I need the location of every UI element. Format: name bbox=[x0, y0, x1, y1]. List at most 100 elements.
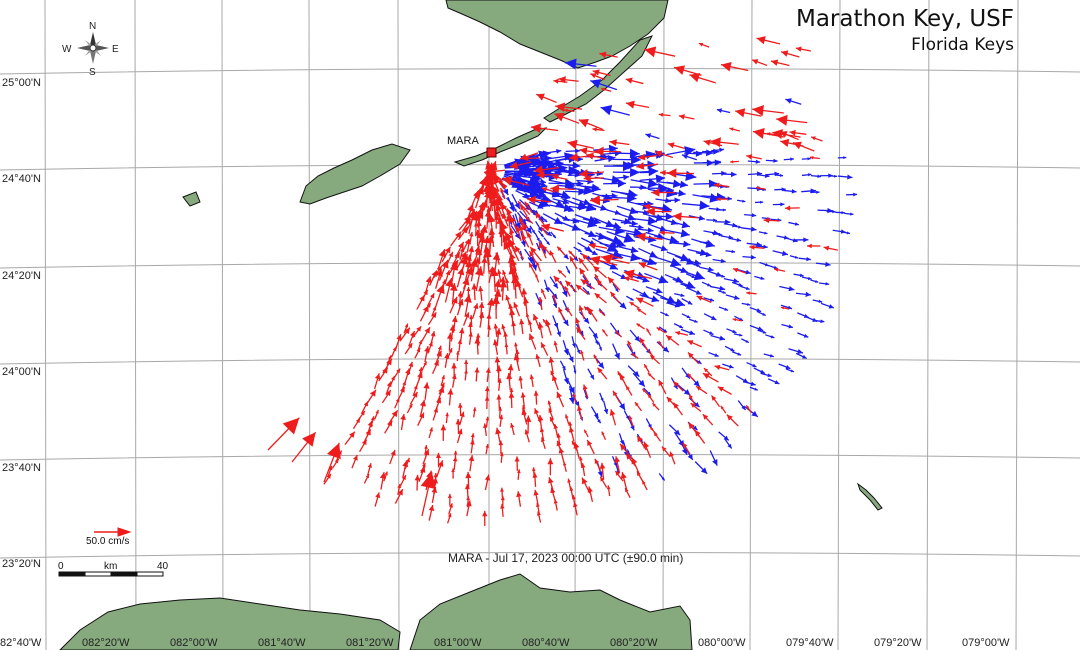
current-vector-head bbox=[658, 112, 664, 117]
current-vector-head bbox=[685, 281, 696, 289]
current-vector-head bbox=[646, 207, 655, 216]
current-vector-head bbox=[524, 429, 530, 435]
current-vector-head bbox=[568, 426, 575, 433]
current-vector-head bbox=[438, 249, 446, 258]
current-vector-head bbox=[556, 391, 563, 399]
current-vector-head bbox=[468, 455, 475, 462]
current-vector-head bbox=[818, 299, 823, 304]
current-vector-head bbox=[806, 256, 811, 262]
current-vector-head bbox=[620, 443, 627, 451]
current-vector-head bbox=[553, 282, 558, 289]
current-vector-head bbox=[441, 375, 445, 380]
current-vector-head bbox=[405, 368, 411, 375]
current-vector-head bbox=[665, 212, 674, 221]
current-vector-head bbox=[552, 234, 556, 239]
current-vector-head bbox=[551, 374, 558, 382]
current-vector-head bbox=[540, 437, 545, 442]
current-vector-head bbox=[546, 241, 550, 245]
current-vector-head bbox=[739, 333, 743, 337]
current-vector-head bbox=[418, 367, 423, 372]
current-vector-head bbox=[509, 161, 519, 169]
current-vector-head bbox=[805, 291, 811, 297]
current-vector-head bbox=[575, 284, 582, 291]
current-vector-head bbox=[536, 261, 540, 266]
current-vector-head bbox=[449, 324, 456, 331]
current-vector-head bbox=[687, 340, 694, 346]
current-vector-head bbox=[714, 353, 719, 357]
current-vector-head bbox=[607, 277, 615, 284]
cuba-west bbox=[59, 597, 401, 650]
current-vector-head bbox=[473, 303, 479, 310]
lon-label: 079°00'W bbox=[962, 637, 1010, 649]
lon-label: 079°20'W bbox=[874, 637, 922, 649]
current-vector-head bbox=[423, 382, 430, 389]
lat-label: 23°20'N bbox=[2, 558, 41, 570]
current-vector-head bbox=[493, 323, 499, 329]
current-vector-head bbox=[688, 422, 695, 430]
current-vector-head bbox=[763, 244, 768, 249]
current-vector-head bbox=[572, 440, 576, 445]
current-vector-head bbox=[536, 511, 541, 516]
current-vector-head bbox=[696, 386, 702, 391]
current-vector-head bbox=[754, 387, 758, 391]
current-vector-head bbox=[530, 247, 537, 254]
current-vector-head bbox=[736, 237, 742, 242]
current-vector-head bbox=[519, 225, 525, 231]
current-vector-head bbox=[636, 297, 644, 304]
current-vector-head bbox=[419, 399, 426, 407]
current-vector-head bbox=[695, 289, 702, 295]
current-vector-head bbox=[673, 402, 679, 409]
current-vector-head bbox=[666, 168, 677, 178]
current-vector-head bbox=[696, 263, 701, 267]
current-vector-head bbox=[424, 327, 430, 334]
current-vector-head bbox=[694, 319, 698, 323]
current-vector-head bbox=[646, 328, 650, 332]
current-vector-head bbox=[722, 208, 726, 212]
current-vector-head bbox=[489, 267, 499, 277]
station-marker[interactable] bbox=[486, 147, 497, 158]
current-vector-head bbox=[560, 164, 566, 171]
current-vector-head bbox=[401, 475, 406, 481]
current-vector-head bbox=[467, 203, 474, 213]
current-vector-head bbox=[408, 361, 414, 368]
current-vector-head bbox=[832, 210, 836, 214]
current-vector-head bbox=[674, 65, 686, 75]
lat-label: 24°40'N bbox=[2, 173, 41, 185]
current-vector-head bbox=[709, 331, 714, 335]
current-vector-head bbox=[593, 184, 599, 190]
current-vector-head bbox=[470, 439, 475, 445]
current-vector-head bbox=[785, 98, 792, 104]
current-vector-head bbox=[555, 159, 564, 168]
current-vector-head bbox=[642, 388, 646, 393]
current-vector-head bbox=[493, 279, 502, 288]
current-vector-head bbox=[403, 327, 410, 335]
current-vector-head bbox=[533, 165, 544, 175]
current-vector-head bbox=[529, 251, 535, 257]
current-vector-head bbox=[738, 225, 742, 229]
current-vector-head bbox=[752, 363, 757, 368]
current-vector-head bbox=[513, 208, 517, 212]
current-vector-head bbox=[647, 227, 654, 233]
current-vector-head bbox=[476, 220, 482, 227]
current-vector-head bbox=[548, 408, 553, 413]
current-vector-head bbox=[790, 157, 794, 161]
current-vector-head bbox=[448, 251, 453, 258]
current-vector-head bbox=[396, 334, 402, 341]
current-vector-head bbox=[515, 245, 521, 253]
current-vector-head bbox=[588, 242, 596, 250]
current-vector-head bbox=[400, 413, 406, 421]
current-vector-head bbox=[607, 155, 616, 163]
current-vector-head bbox=[444, 246, 451, 254]
current-vector-head bbox=[535, 273, 539, 278]
current-vector-head bbox=[543, 154, 552, 163]
current-vector-head bbox=[640, 184, 647, 191]
current-vector-head bbox=[522, 222, 528, 229]
current-vector-head bbox=[495, 427, 502, 435]
current-vector-head bbox=[506, 208, 513, 216]
current-vector-head bbox=[643, 203, 651, 211]
current-vector-head bbox=[463, 294, 472, 303]
current-vector-head bbox=[528, 320, 533, 325]
lon-label: 080°00'W bbox=[698, 637, 746, 649]
current-vector-head bbox=[552, 294, 556, 299]
current-vector-head bbox=[498, 440, 504, 446]
